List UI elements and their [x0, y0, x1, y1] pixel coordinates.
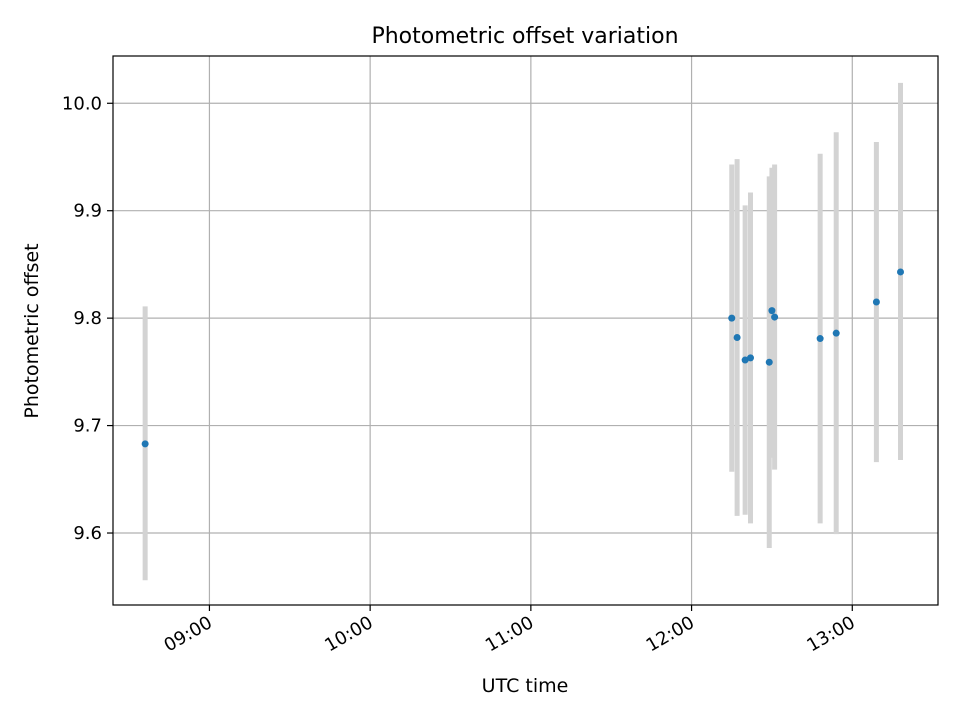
data-point — [741, 356, 749, 364]
data-point — [771, 313, 779, 321]
y-tick-label: 9.8 — [73, 308, 102, 329]
plot-frame — [112, 55, 939, 606]
y-axis-label: Photometric offset — [21, 243, 43, 418]
point-layer — [141, 268, 904, 448]
data-point — [872, 298, 880, 306]
y-tick-label: 9.9 — [73, 201, 102, 222]
plot-area — [113, 56, 938, 605]
y-tick-label: 9.6 — [73, 523, 102, 544]
data-point — [897, 268, 904, 276]
y-tick-label: 10.0 — [62, 93, 102, 114]
chart-title: Photometric offset variation — [371, 24, 678, 49]
data-point — [816, 335, 824, 343]
y-tick-label: 9.7 — [73, 416, 102, 437]
data-point — [832, 329, 840, 337]
data-point — [765, 358, 773, 366]
grid-layer — [113, 56, 938, 605]
data-point — [747, 354, 754, 362]
data-point — [733, 333, 741, 341]
data-point — [768, 307, 776, 315]
data-point — [728, 314, 736, 322]
x-axis-label: UTC time — [482, 675, 569, 697]
data-point — [141, 440, 149, 448]
